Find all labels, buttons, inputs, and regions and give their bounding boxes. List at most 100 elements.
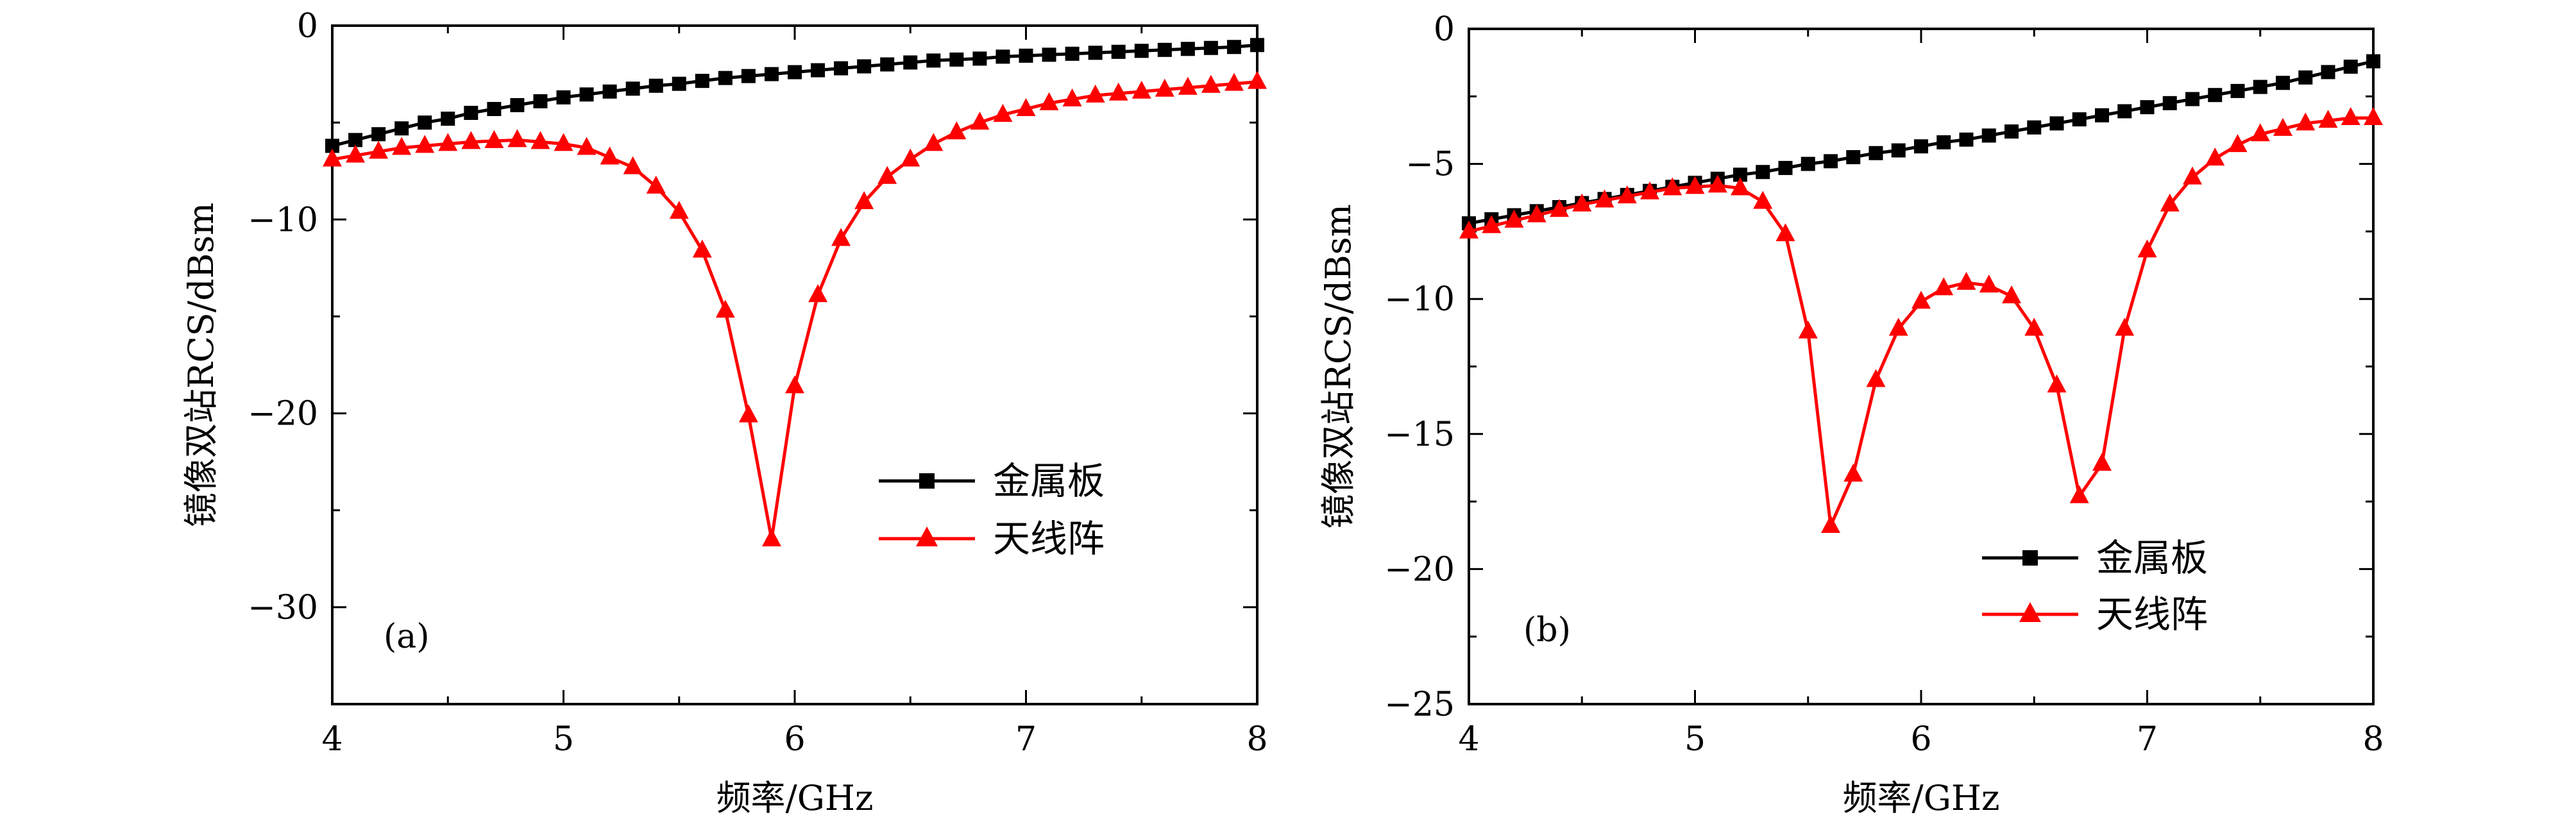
x-axis-title-b: 频率/GHz bbox=[1843, 778, 2000, 818]
data-point-metal-plate-b bbox=[1756, 165, 1770, 180]
y-tick-label-b: −15 bbox=[1384, 416, 1455, 454]
data-point-antenna-array-a bbox=[1039, 92, 1059, 110]
data-point-antenna-array-b bbox=[2341, 106, 2360, 125]
data-point-metal-plate-b bbox=[1914, 139, 1928, 154]
data-point-antenna-array-a bbox=[1201, 74, 1221, 93]
data-point-metal-plate-a bbox=[371, 127, 386, 142]
data-point-antenna-array-a bbox=[369, 140, 389, 159]
y-tick-label-a: 0 bbox=[297, 7, 318, 46]
chart-panel-b: 4 5 6 7 8 0 −5 −10 −15 −20 −25 频率/GHz 镜像双站RCS/dBsm (b… bbox=[1318, 10, 2384, 818]
data-point-metal-plate-a bbox=[926, 53, 941, 68]
y-tick-label-b: −20 bbox=[1384, 550, 1455, 589]
data-point-antenna-array-a bbox=[970, 112, 990, 130]
panel-label-b: (b) bbox=[1523, 611, 1571, 650]
data-point-metal-plate-b bbox=[1801, 156, 1815, 171]
data-point-metal-plate-a bbox=[464, 106, 479, 121]
data-point-antenna-array-a bbox=[669, 201, 689, 219]
data-point-metal-plate-a bbox=[788, 65, 802, 80]
data-point-antenna-array-b bbox=[2047, 374, 2067, 392]
data-point-antenna-array-a bbox=[346, 144, 366, 163]
y-tick-label-a: −20 bbox=[248, 395, 318, 433]
data-point-antenna-array-a bbox=[1108, 82, 1128, 101]
data-point-antenna-array-b bbox=[2205, 147, 2225, 166]
data-point-antenna-array-b bbox=[2137, 239, 2157, 258]
data-point-metal-plate-b bbox=[2095, 108, 2109, 122]
data-point-antenna-array-b bbox=[2002, 285, 2021, 303]
data-point-antenna-array-b bbox=[1888, 317, 1908, 336]
data-point-metal-plate-a bbox=[903, 55, 918, 70]
data-point-antenna-array-a bbox=[692, 239, 712, 258]
data-point-metal-plate-a bbox=[556, 90, 571, 105]
data-point-metal-plate-a bbox=[1042, 47, 1056, 62]
y-axis-title-a: 镜像双站RCS/dBsm bbox=[181, 203, 221, 527]
data-point-antenna-array-a bbox=[901, 148, 920, 167]
data-point-metal-plate-b bbox=[2208, 88, 2223, 103]
data-point-metal-plate-b bbox=[1981, 128, 1996, 143]
data-point-antenna-array-a bbox=[1224, 72, 1244, 91]
data-point-antenna-array-a bbox=[323, 148, 342, 167]
data-point-metal-plate-a bbox=[695, 74, 709, 88]
series-line-antenna-array-a bbox=[332, 80, 1258, 540]
data-point-antenna-array-b bbox=[1798, 320, 1818, 339]
x-tick-label-b: 8 bbox=[2362, 720, 2384, 759]
data-point-metal-plate-a bbox=[1019, 48, 1033, 63]
data-point-antenna-array-b bbox=[1459, 220, 1479, 239]
data-point-metal-plate-b bbox=[2230, 83, 2245, 98]
data-point-antenna-array-a bbox=[392, 137, 412, 155]
data-point-antenna-array-b bbox=[1685, 176, 1705, 194]
data-point-metal-plate-b bbox=[2140, 100, 2155, 115]
data-point-antenna-array-a bbox=[1062, 88, 1082, 106]
data-point-antenna-array-b bbox=[2092, 453, 2112, 471]
data-point-antenna-array-a bbox=[1131, 80, 1151, 99]
data-point-metal-plate-a bbox=[1203, 40, 1218, 55]
data-point-antenna-array-a bbox=[415, 135, 435, 153]
data-point-antenna-array-b bbox=[1934, 277, 1954, 296]
plot-frame-a bbox=[331, 24, 1258, 705]
data-point-metal-plate-a bbox=[857, 59, 872, 74]
data-point-metal-plate-a bbox=[1250, 38, 1264, 53]
series-line-antenna-array-b bbox=[1468, 116, 2373, 532]
data-point-antenna-array-a bbox=[715, 299, 735, 318]
data-point-metal-plate-b bbox=[2004, 124, 2019, 139]
data-point-antenna-array-b bbox=[1640, 181, 1659, 199]
data-point-antenna-array-b bbox=[1550, 199, 1569, 217]
data-point-metal-plate-a bbox=[1157, 42, 1172, 57]
data-point-antenna-array-b bbox=[1956, 271, 1976, 290]
legend-label-antenna-array-a: 天线阵 bbox=[993, 517, 1105, 560]
data-point-metal-plate-a bbox=[1134, 44, 1149, 58]
data-point-metal-plate-b bbox=[2072, 112, 2087, 127]
data-point-metal-plate-b bbox=[2027, 120, 2042, 135]
data-point-antenna-array-a bbox=[1248, 71, 1267, 89]
data-point-antenna-array-a bbox=[808, 284, 828, 303]
data-point-metal-plate-a bbox=[1111, 44, 1126, 59]
data-point-metal-plate-a bbox=[672, 76, 686, 91]
data-point-metal-plate-b bbox=[1778, 160, 1793, 175]
y-tick-label-a: −10 bbox=[248, 201, 318, 239]
data-point-antenna-array-b bbox=[1843, 463, 1863, 482]
data-point-metal-plate-a bbox=[880, 57, 895, 72]
legend-label-antenna-array-b: 天线阵 bbox=[2096, 593, 2208, 636]
data-point-antenna-array-b bbox=[1504, 210, 1524, 228]
legend-label-metal-plate-b: 金属板 bbox=[2096, 536, 2208, 580]
data-point-metal-plate-a bbox=[972, 51, 987, 66]
data-point-antenna-array-b bbox=[2115, 317, 2135, 336]
legend-marker-metal-plate-a bbox=[919, 473, 935, 489]
data-point-antenna-array-a bbox=[438, 133, 458, 151]
x-tick-label-b: 5 bbox=[1684, 720, 1706, 759]
panel-label-a: (a) bbox=[384, 618, 430, 656]
data-point-antenna-array-b bbox=[1866, 369, 1886, 387]
x-tick-label-a: 6 bbox=[784, 720, 805, 759]
x-tick-label-a: 8 bbox=[1246, 720, 1267, 759]
data-point-antenna-array-b bbox=[2183, 166, 2202, 185]
data-point-antenna-array-a bbox=[924, 133, 944, 151]
x-tick-label-a: 5 bbox=[553, 720, 574, 759]
legend-marker-antenna-array-a bbox=[916, 526, 938, 546]
y-tick-label-b: 0 bbox=[1434, 10, 1455, 49]
data-point-metal-plate-a bbox=[718, 71, 733, 85]
data-point-metal-plate-a bbox=[811, 63, 826, 78]
data-point-antenna-array-a bbox=[854, 191, 874, 210]
data-point-metal-plate-a bbox=[348, 133, 363, 147]
data-point-metal-plate-b bbox=[2253, 80, 2267, 94]
data-point-metal-plate-a bbox=[441, 112, 455, 126]
